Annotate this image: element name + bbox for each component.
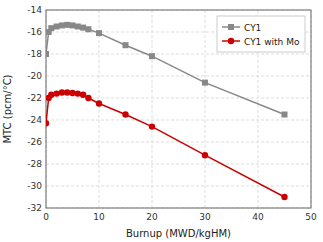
series-marker <box>75 90 81 96</box>
series-marker <box>149 123 155 129</box>
series-marker <box>59 22 65 28</box>
legend: CY1 CY1 with Mo <box>217 16 305 52</box>
y-tick-label: -22 <box>27 93 42 103</box>
series-marker <box>48 92 54 98</box>
x-tick-label: 20 <box>146 212 158 222</box>
grid-line-x <box>205 10 206 208</box>
y-tick-label: -20 <box>27 71 42 81</box>
grid-line-x <box>152 10 153 208</box>
legend-marker <box>228 38 234 44</box>
y-tick-label: -14 <box>27 5 42 15</box>
series-marker <box>202 80 208 86</box>
series-marker <box>202 152 208 158</box>
ticks: 0 10 20 30 40 50 -32 -30 -28 -26 -24 -22 -20 -18 -16 -1… <box>27 5 317 222</box>
x-tick-label: 30 <box>199 212 211 222</box>
series-marker <box>80 92 86 98</box>
series-marker <box>54 24 60 30</box>
series-marker <box>48 25 54 31</box>
chart: 0 10 20 30 40 50 -32 -30 -28 -26 -24 -22 -20 -18 -16 -1… <box>0 0 323 242</box>
series-line <box>46 93 285 198</box>
y-tick-label: -26 <box>27 137 42 147</box>
y-tick-label: -18 <box>27 49 42 59</box>
legend-label: CY1 with Mo <box>244 37 300 47</box>
legend-box <box>217 16 305 52</box>
grid-line-y <box>46 186 311 187</box>
y-tick-label: -24 <box>27 115 42 125</box>
x-tick-label: 10 <box>93 212 105 222</box>
y-axis-label: MTC (pcm/°C) <box>2 74 13 143</box>
grid-line-x <box>99 10 100 208</box>
grid-line-y <box>46 54 311 55</box>
grid-line-y <box>46 120 311 121</box>
series-marker <box>70 22 76 28</box>
series-marker <box>96 100 102 106</box>
x-tick-label: 0 <box>43 212 49 222</box>
grid-line-y <box>46 76 311 77</box>
plot-frame <box>46 10 311 208</box>
y-tick-label: -30 <box>27 181 42 191</box>
grid-line-y <box>46 164 311 165</box>
y-tick-label: -32 <box>27 203 42 213</box>
legend-label: CY1 <box>244 23 261 33</box>
series-marker <box>85 26 91 32</box>
legend-marker <box>228 24 234 30</box>
series <box>46 89 288 200</box>
series-marker <box>46 120 49 126</box>
series-marker <box>96 30 102 36</box>
x-axis-label: Burnup (MWD/kgHM) <box>126 228 231 239</box>
series-marker <box>281 194 287 200</box>
series-marker <box>122 111 128 117</box>
series-marker <box>282 112 288 118</box>
y-tick-label: -16 <box>27 27 42 37</box>
x-tick-label: 40 <box>252 212 264 222</box>
series-marker <box>85 95 91 101</box>
series-marker <box>149 53 155 59</box>
y-tick-label: -28 <box>27 159 42 169</box>
x-tick-label: 50 <box>305 212 317 222</box>
series-marker <box>64 22 70 28</box>
series-marker <box>75 24 81 30</box>
series-marker <box>80 25 86 31</box>
series-marker <box>123 42 129 48</box>
series-marker <box>53 90 59 96</box>
grid <box>46 10 311 208</box>
series-marker <box>46 51 49 57</box>
